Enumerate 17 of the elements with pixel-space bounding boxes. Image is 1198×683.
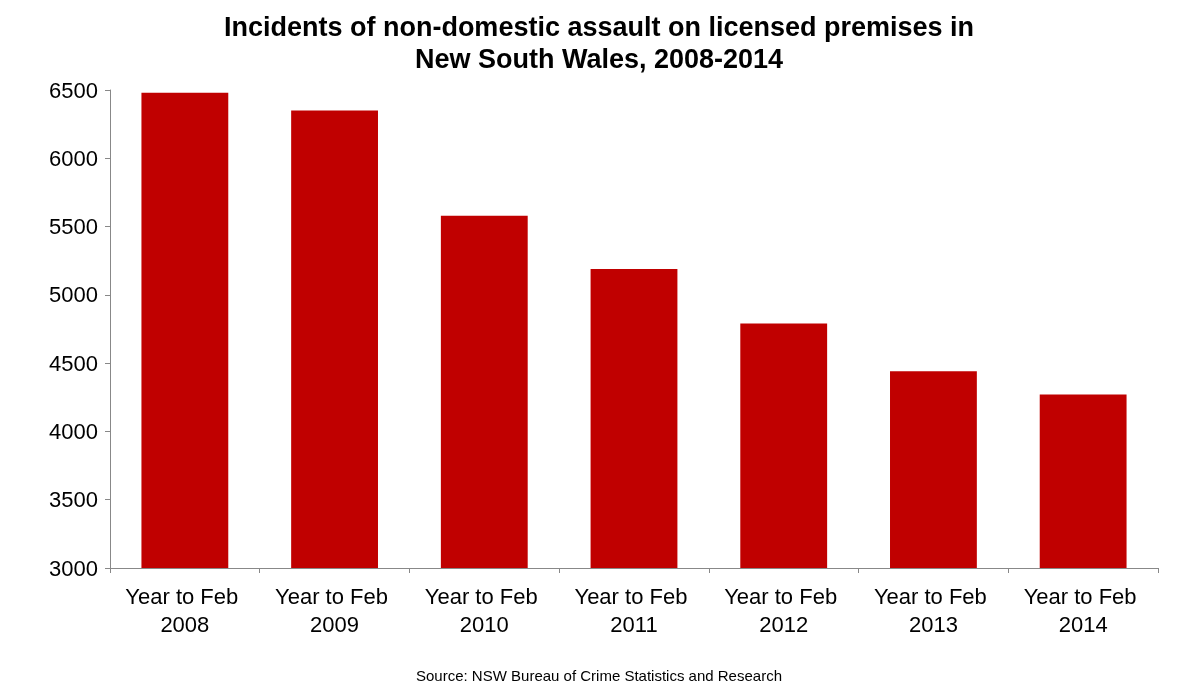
x-tick-label: Year to Feb 2010 xyxy=(424,583,544,637)
x-tick-label: Year to Feb 2014 xyxy=(1023,583,1143,637)
y-tick-label: 6000 xyxy=(49,145,98,171)
y-tick-label: 5500 xyxy=(49,214,98,240)
y-tick-label: 3500 xyxy=(49,487,98,513)
x-tick-label: Year to Feb 2009 xyxy=(275,583,395,637)
y-tick-label: 6500 xyxy=(49,77,98,103)
chart-title: Incidents of non-domestic assault on licensed premises in New South Wales, 2008-2014 xyxy=(223,12,975,74)
x-tick-label: Year to Feb 2012 xyxy=(724,583,844,637)
x-tick-label: Year to Feb 2013 xyxy=(873,583,993,637)
x-tick-label: Year to Feb 2011 xyxy=(574,583,694,637)
y-tick-label: 5000 xyxy=(49,282,98,308)
y-tick-label: 4000 xyxy=(49,418,98,444)
y-tick-label: 3000 xyxy=(49,555,98,581)
source-note: Source: NSW Bureau of Crime Statistics and Research xyxy=(416,667,782,683)
y-tick-label: 4500 xyxy=(49,350,98,376)
x-tick-label: Year to Feb 2008 xyxy=(125,583,245,637)
